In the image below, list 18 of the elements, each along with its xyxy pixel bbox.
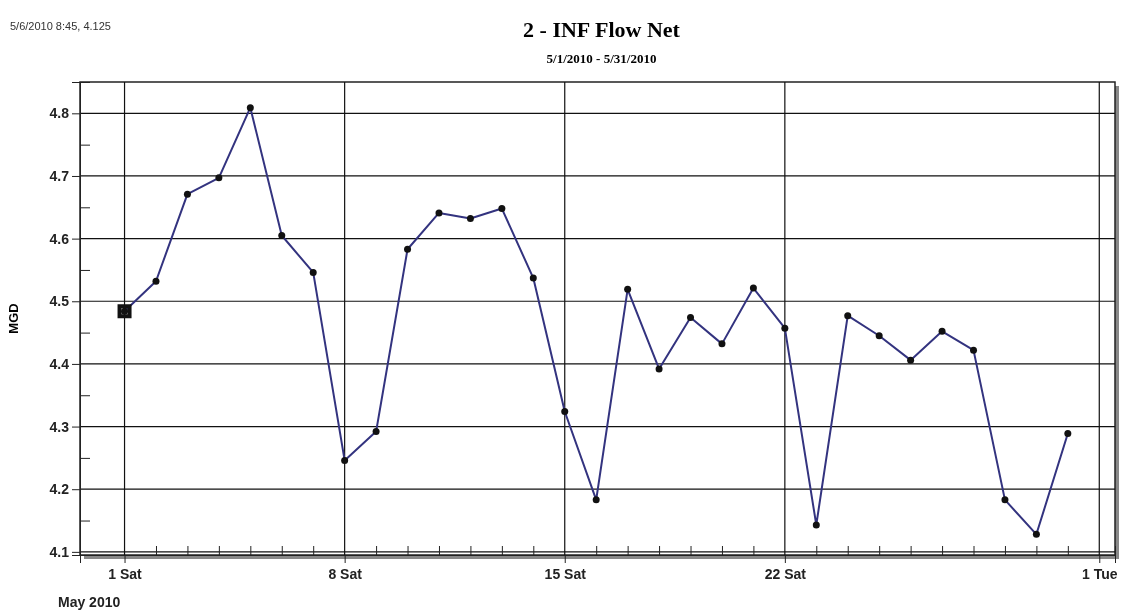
y-tick-label: 4.6: [49, 230, 70, 247]
x-tick-label: 22 Sat: [764, 565, 807, 582]
x-tick-label: 1 Tue: [1082, 565, 1118, 582]
y-tick-label: 4.4: [49, 355, 70, 372]
y-tick-label: 4.5: [49, 293, 70, 310]
y-tick-label: 4.1: [49, 543, 70, 560]
y-tick-label: 4.2: [49, 481, 70, 498]
text: 5/6/2010 8:45, 4.125: [10, 20, 111, 32]
x-tick-label: 1 Sat: [108, 565, 143, 582]
y-tick-label: 4.8: [49, 105, 70, 122]
x-tick-label: 15 Sat: [544, 565, 587, 582]
y-tick-label: 4.3: [49, 418, 70, 435]
x-axis-title: May 2010: [58, 594, 121, 610]
x-tick-label: 8 Sat: [328, 565, 363, 582]
y-axis-title: MGD: [6, 303, 21, 334]
chart-subtitle: 5/1/2010 - 5/31/2010: [546, 51, 657, 66]
y-tick-label: 4.7: [49, 167, 70, 184]
chart-title: 2 - INF Flow Net: [523, 17, 681, 42]
